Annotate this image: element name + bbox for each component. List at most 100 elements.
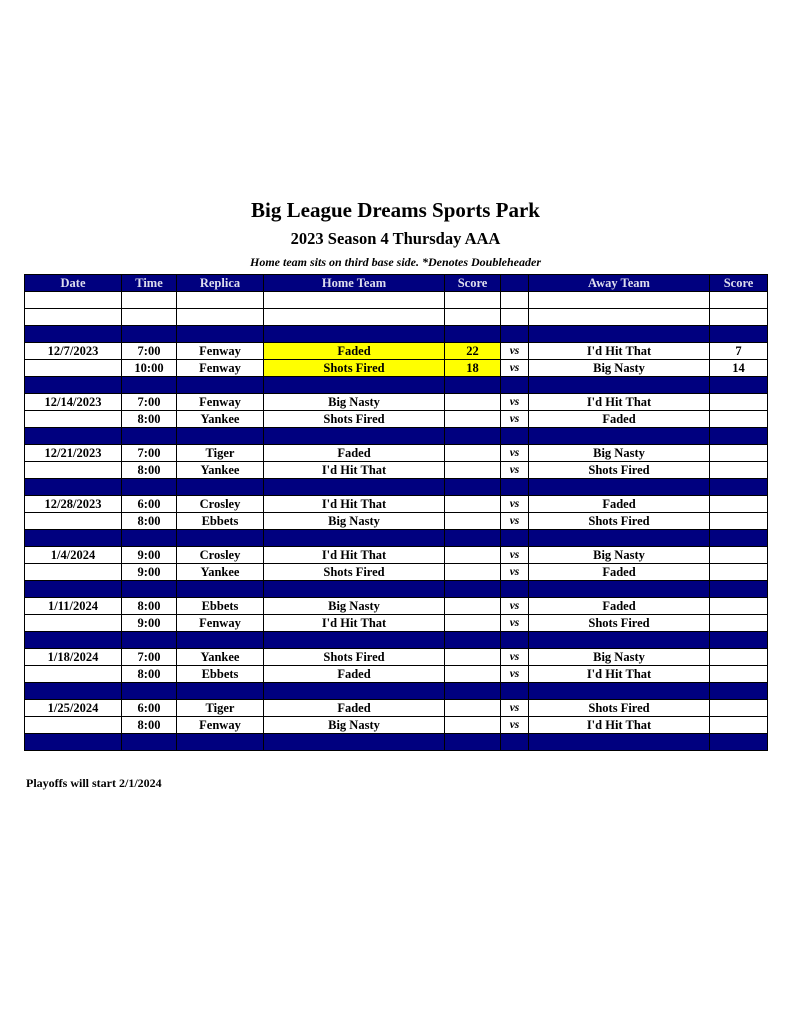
home-team-cell: I'd Hit That (263, 546, 445, 564)
empty-cell (528, 733, 710, 751)
empty-cell (709, 325, 768, 343)
time-cell: 6:00 (121, 495, 177, 513)
empty-cell (500, 376, 529, 394)
date-cell (24, 359, 122, 377)
separator-row (24, 529, 768, 547)
time-cell: 8:00 (121, 461, 177, 479)
empty-cell (500, 580, 529, 598)
empty-cell (263, 376, 445, 394)
vs-cell: vs (500, 461, 529, 479)
blank-row (24, 291, 768, 309)
empty-cell (176, 291, 264, 309)
empty-cell (500, 478, 529, 496)
vs-cell: vs (500, 597, 529, 615)
vs-cell: vs (500, 342, 529, 360)
vs-cell: vs (500, 444, 529, 462)
page-title: Big League Dreams Sports Park (251, 198, 540, 222)
home-score-cell (444, 444, 501, 462)
replica-cell: Crosley (176, 495, 264, 513)
date-cell: 12/28/2023 (24, 495, 122, 513)
home-score-cell (444, 393, 501, 411)
header-row: Date Time Replica Home Team Score Away T… (24, 274, 768, 292)
vs-cell: vs (500, 665, 529, 683)
empty-cell (528, 580, 710, 598)
empty-cell (24, 529, 122, 547)
home-team-cell: Faded (263, 699, 445, 717)
empty-cell (121, 478, 177, 496)
time-cell: 7:00 (121, 444, 177, 462)
empty-cell (528, 308, 710, 326)
empty-cell (709, 376, 768, 394)
home-score-cell (444, 665, 501, 683)
col-away-score: Score (709, 274, 768, 292)
replica-cell: Yankee (176, 648, 264, 666)
home-score-cell (444, 614, 501, 632)
time-cell: 7:00 (121, 648, 177, 666)
empty-cell (24, 682, 122, 700)
home-score-cell (444, 546, 501, 564)
empty-cell (709, 427, 768, 445)
vs-cell: vs (500, 716, 529, 734)
replica-cell: Yankee (176, 410, 264, 428)
away-team-cell: I'd Hit That (528, 665, 710, 683)
home-team-cell: I'd Hit That (263, 495, 445, 513)
col-vs (500, 274, 529, 292)
empty-cell (263, 308, 445, 326)
away-score-cell (709, 614, 768, 632)
separator-row (24, 580, 768, 598)
game-row: 8:00 Yankee I'd Hit That vs Shots Fired (24, 461, 768, 479)
empty-cell (24, 631, 122, 649)
home-team-cell: Faded (263, 342, 445, 360)
separator-row (24, 325, 768, 343)
replica-cell: Fenway (176, 614, 264, 632)
vs-cell: vs (500, 495, 529, 513)
empty-cell (24, 325, 122, 343)
empty-cell (500, 427, 529, 445)
empty-cell (528, 529, 710, 547)
game-row: 8:00 Ebbets Big Nasty vs Shots Fired (24, 512, 768, 530)
empty-cell (263, 427, 445, 445)
empty-cell (500, 631, 529, 649)
away-team-cell: Shots Fired (528, 512, 710, 530)
game-row: 9:00 Fenway I'd Hit That vs Shots Fired (24, 614, 768, 632)
time-cell: 8:00 (121, 597, 177, 615)
time-cell: 8:00 (121, 716, 177, 734)
empty-cell (709, 733, 768, 751)
empty-cell (121, 580, 177, 598)
col-replica: Replica (176, 274, 264, 292)
vs-cell: vs (500, 546, 529, 564)
empty-cell (444, 529, 501, 547)
game-row: 1/11/2024 8:00 Ebbets Big Nasty vs Faded (24, 597, 768, 615)
vs-cell: vs (500, 512, 529, 530)
empty-cell (121, 325, 177, 343)
away-team-cell: Faded (528, 410, 710, 428)
empty-cell (500, 529, 529, 547)
empty-cell (500, 325, 529, 343)
empty-cell (121, 529, 177, 547)
empty-cell (263, 291, 445, 309)
replica-cell: Tiger (176, 444, 264, 462)
empty-cell (263, 682, 445, 700)
empty-cell (263, 631, 445, 649)
empty-cell (176, 308, 264, 326)
replica-cell: Fenway (176, 359, 264, 377)
home-team-cell: Shots Fired (263, 648, 445, 666)
separator-row (24, 427, 768, 445)
date-cell (24, 563, 122, 581)
date-cell: 1/11/2024 (24, 597, 122, 615)
home-team-note: Home team sits on third base side. *Deno… (250, 255, 541, 269)
away-team-cell: Big Nasty (528, 359, 710, 377)
time-cell: 8:00 (121, 512, 177, 530)
empty-cell (263, 529, 445, 547)
replica-cell: Fenway (176, 342, 264, 360)
empty-cell (176, 580, 264, 598)
home-team-cell: Big Nasty (263, 597, 445, 615)
away-score-cell: 7 (709, 342, 768, 360)
empty-cell (709, 478, 768, 496)
home-score-cell (444, 410, 501, 428)
date-cell: 12/14/2023 (24, 393, 122, 411)
game-row: 12/7/2023 7:00 Fenway Faded 22 vs I'd Hit That… (24, 342, 768, 360)
empty-cell (709, 308, 768, 326)
playoffs-note: Playoffs will start 2/1/2024 (26, 776, 162, 790)
replica-cell: Crosley (176, 546, 264, 564)
